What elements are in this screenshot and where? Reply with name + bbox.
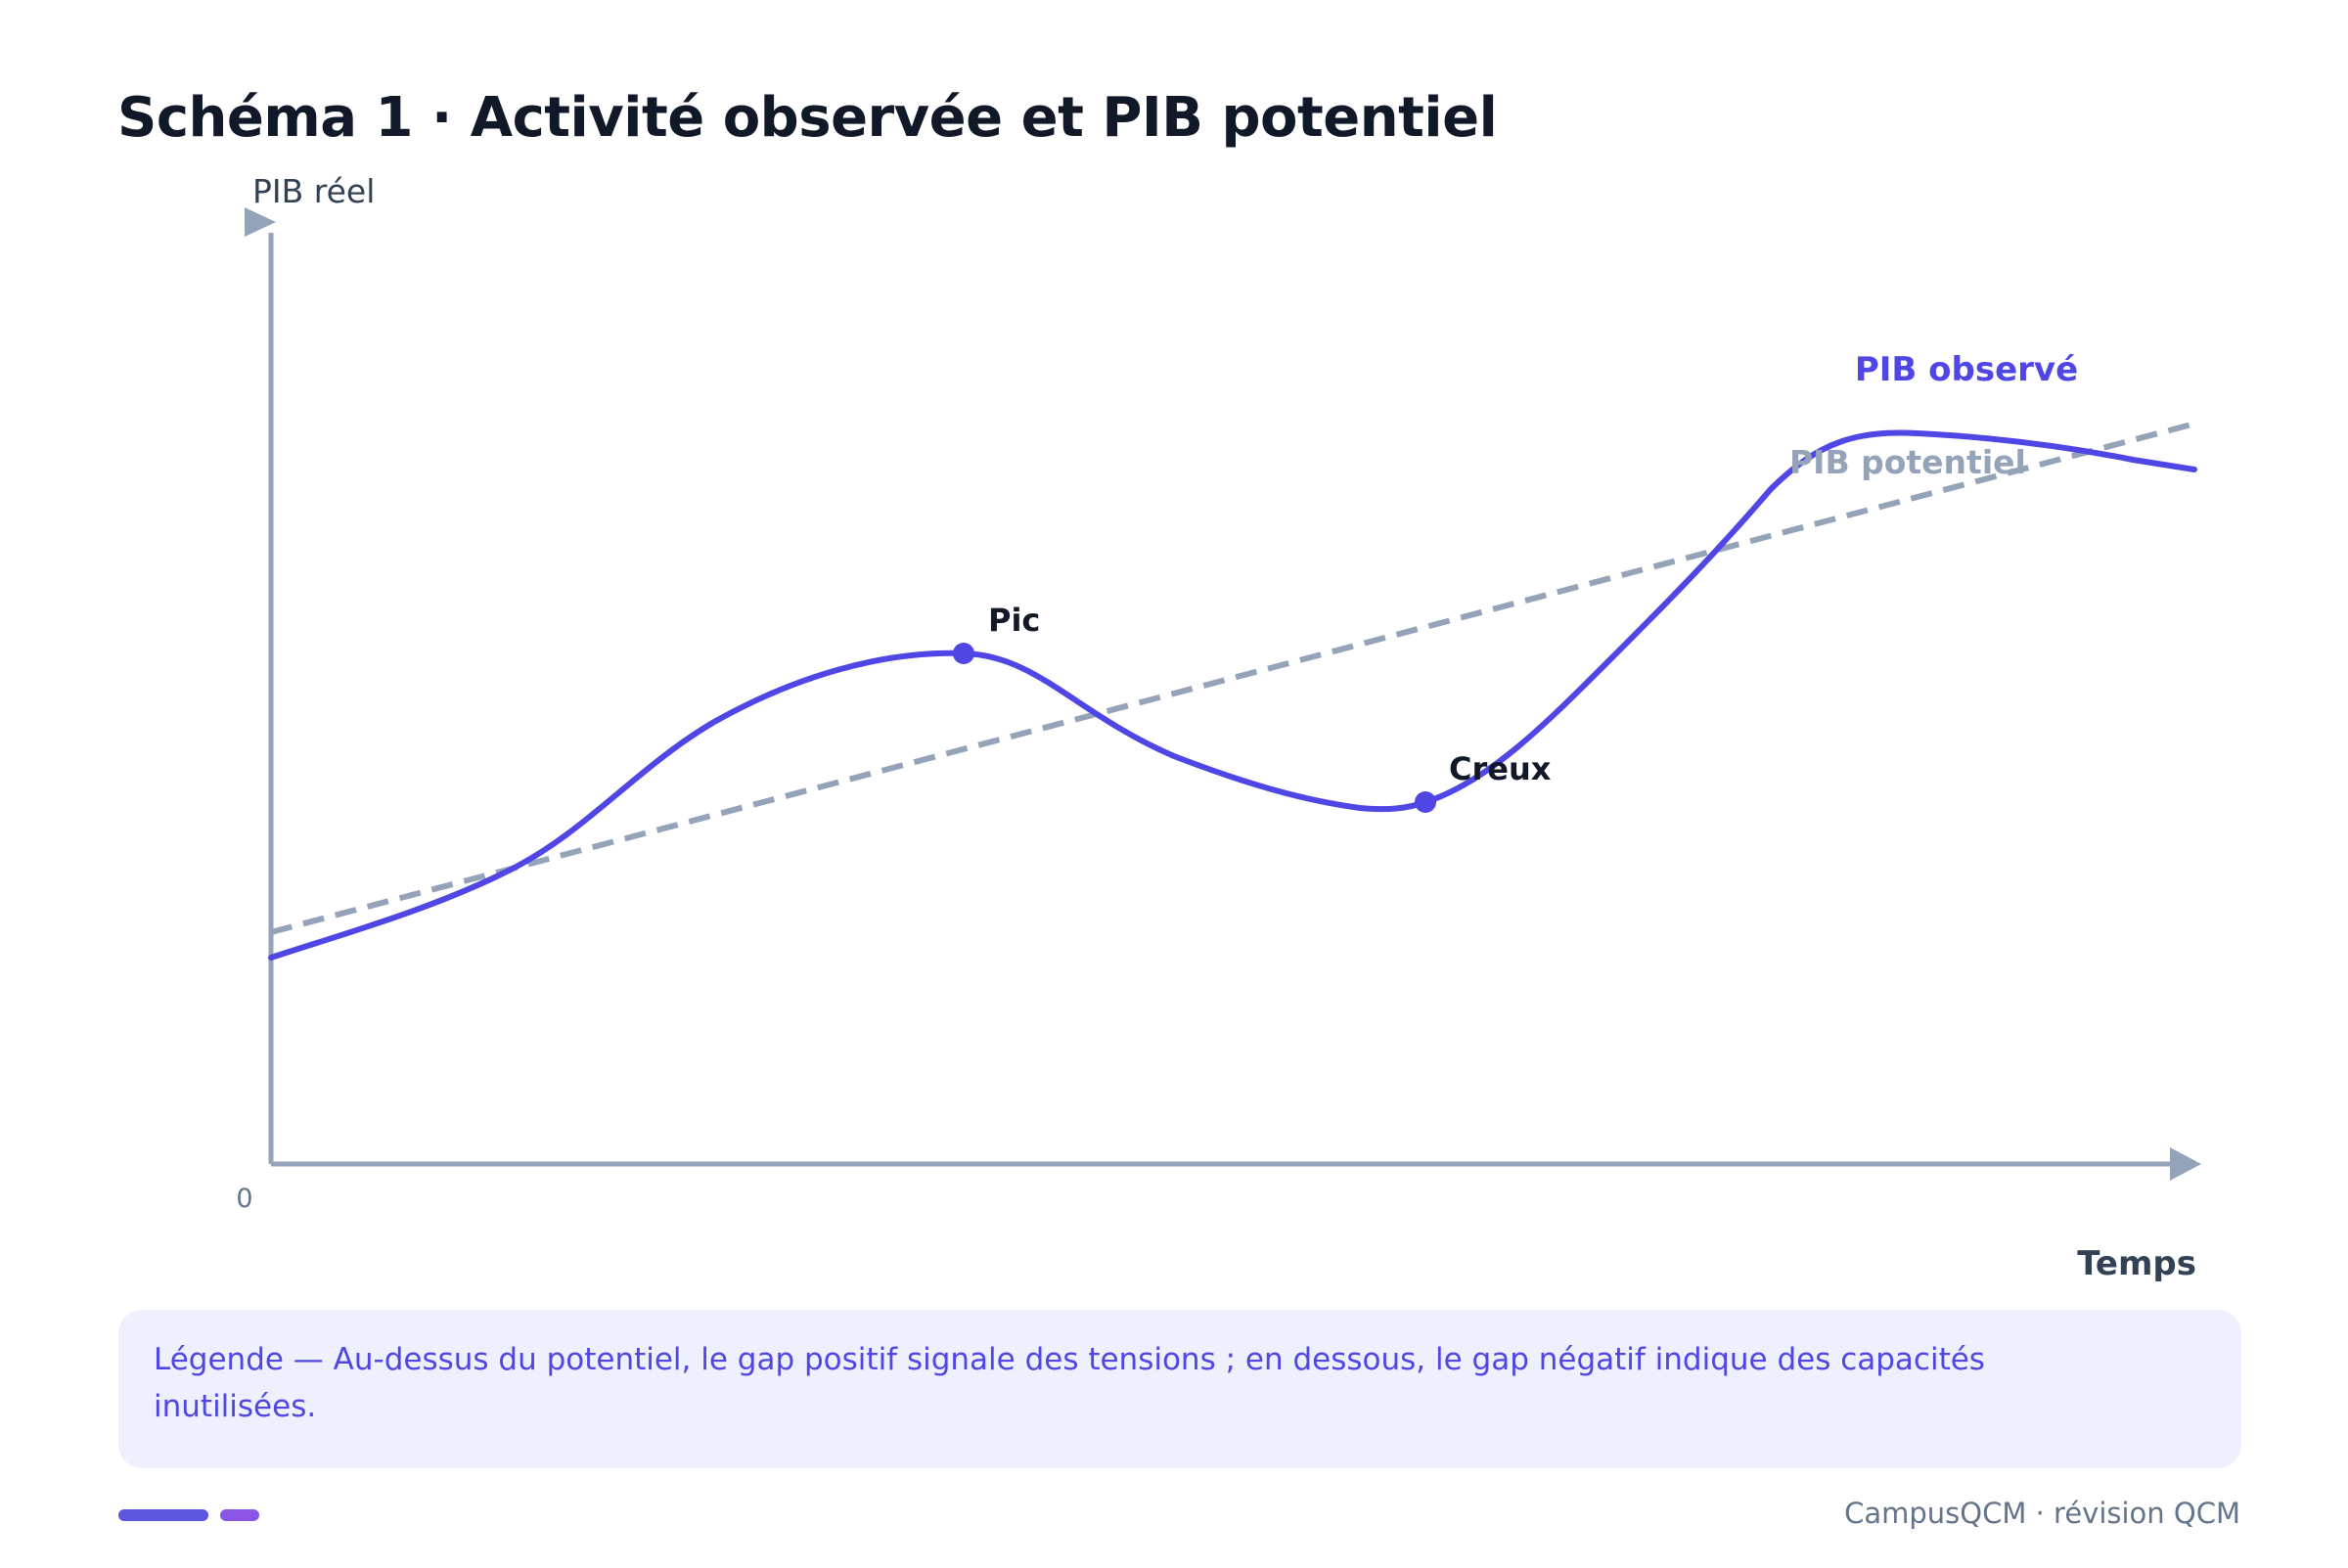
- observed-gdp-curve: [268, 429, 2197, 961]
- potential-gdp-line: [270, 422, 2192, 935]
- legend-box: Légende — Au-dessus du potentiel, le gap…: [118, 1310, 2241, 1468]
- peak-label: Pic: [988, 602, 1040, 639]
- footer-brand: CampusQCM · révision QCM: [1844, 1497, 2240, 1530]
- y-axis-label: PIB réel: [252, 172, 375, 210]
- accent-bar-secondary: [220, 1509, 259, 1521]
- origin-label: 0: [236, 1184, 252, 1214]
- x-axis-label: Temps: [2077, 1244, 2196, 1283]
- accent-bar-primary: [118, 1509, 208, 1521]
- legend-text: Légende — Au-dessus du potentiel, le gap…: [154, 1342, 1985, 1424]
- y-axis-arrow-icon: [245, 207, 276, 237]
- page-title: Schéma 1 · Activité observée et PIB pote…: [117, 86, 1498, 150]
- observed-gdp-label: PIB observé: [1855, 350, 2078, 389]
- trough-point: [1415, 791, 1436, 813]
- trough-label: Creux: [1449, 750, 1552, 787]
- potential-gdp-label: PIB potentiel: [1789, 443, 2026, 481]
- x-axis-arrow-icon: [2170, 1147, 2201, 1181]
- peak-point: [953, 643, 974, 664]
